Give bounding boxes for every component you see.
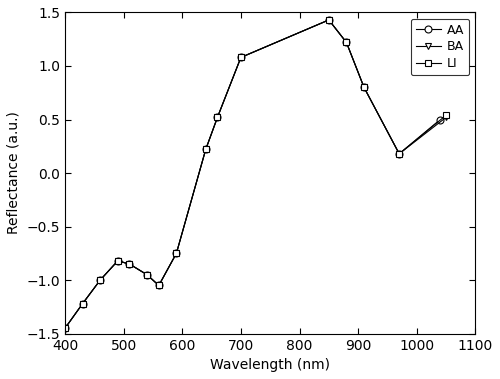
BA [115,258,121,263]
LI [144,273,150,277]
AA [437,117,443,122]
AA [202,147,208,152]
BA [326,18,332,22]
AA [62,326,68,330]
AA [396,152,402,156]
AA [80,301,86,306]
Legend: AA, BA, LI: AA, BA, LI [410,19,469,75]
BA [62,326,68,330]
LI [344,40,349,45]
Line: AA: AA [62,16,444,332]
AA [156,283,162,288]
AA [238,55,244,60]
AA [344,40,349,45]
LI [238,55,244,60]
LI [443,113,449,117]
BA [396,152,402,156]
X-axis label: Wavelength (nm): Wavelength (nm) [210,358,330,372]
Line: BA: BA [62,16,450,332]
LI [97,278,103,282]
BA [174,251,180,255]
LI [202,147,208,152]
LI [115,258,121,263]
AA [115,258,121,263]
LI [214,115,220,120]
BA [214,115,220,120]
LI [361,85,367,90]
BA [156,283,162,288]
BA [202,147,208,152]
Y-axis label: Reflectance (a.u.): Reflectance (a.u.) [7,111,21,235]
BA [126,262,132,266]
AA [214,115,220,120]
LI [174,251,180,255]
AA [326,18,332,22]
AA [126,262,132,266]
BA [97,278,103,282]
LI [80,301,86,306]
Line: LI: LI [62,16,450,332]
BA [361,85,367,90]
LI [62,326,68,330]
LI [156,283,162,288]
AA [144,273,150,277]
AA [174,251,180,255]
BA [344,40,349,45]
LI [326,18,332,22]
BA [144,273,150,277]
BA [80,301,86,306]
AA [97,278,103,282]
AA [361,85,367,90]
LI [396,152,402,156]
LI [126,262,132,266]
BA [443,115,449,120]
BA [238,55,244,60]
